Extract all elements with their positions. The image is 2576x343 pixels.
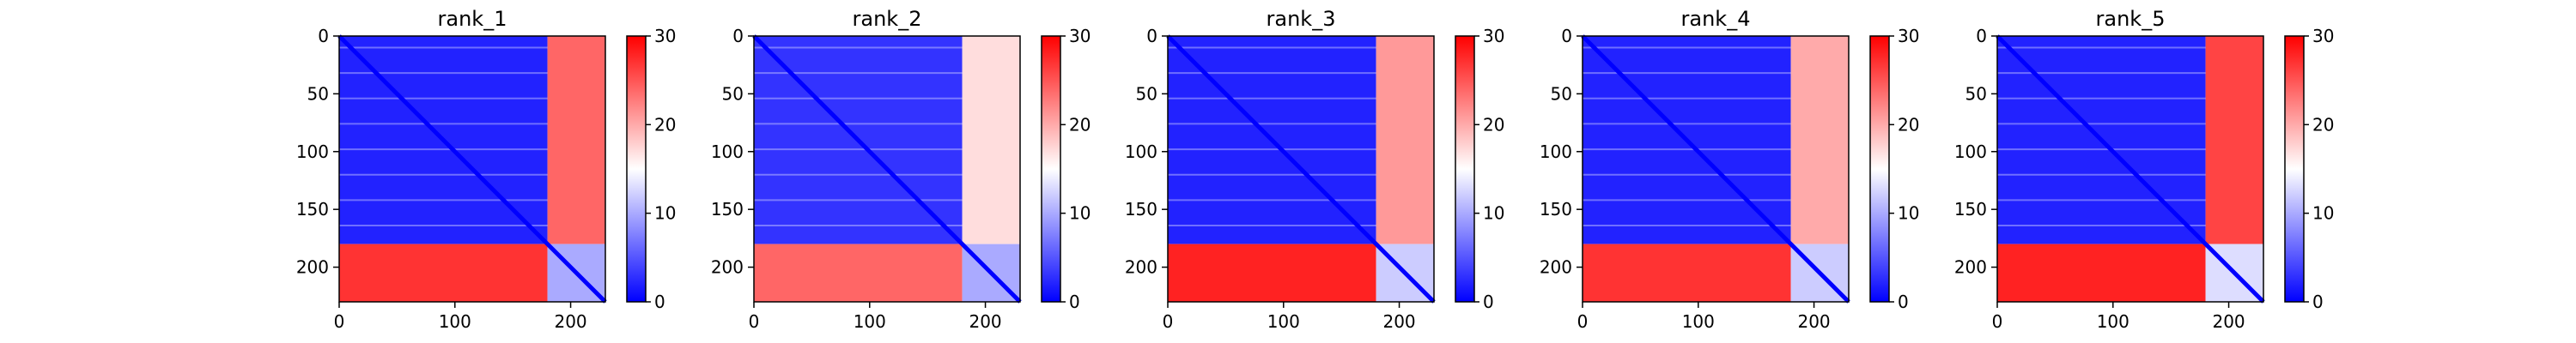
colorbar-tick-label: 0 — [1483, 292, 1494, 312]
x-tick-label: 100 — [1267, 311, 1300, 332]
colorbar-tick-label: 20 — [654, 114, 676, 135]
colorbar-tick-label: 0 — [2312, 292, 2324, 312]
colorbar — [1869, 35, 1890, 303]
y-tick-label: 150 — [711, 199, 744, 220]
heatmap-diagonal — [337, 34, 607, 304]
colorbar-tick-label: 10 — [2312, 203, 2334, 224]
colorbar-tick-label: 20 — [1069, 114, 1091, 135]
x-tick-label: 0 — [749, 311, 760, 332]
heatmap-block-2 — [2205, 36, 2263, 244]
heatmap-panel-2: rank_2 0 100 200 0 50 100 150 200 0 10 20 30 — [711, 7, 1091, 332]
heatmap-block-2 — [1376, 36, 1434, 244]
colorbar-tick-label: 20 — [1898, 114, 1919, 135]
y-tick-label: 200 — [1954, 257, 1987, 278]
plot-frame — [1996, 35, 2264, 303]
plot-frame — [1167, 35, 1435, 303]
x-tick-label: 200 — [554, 311, 586, 332]
heatmap-block-3 — [1583, 244, 1791, 302]
heatmap-panel-5: rank_5 0 100 200 0 50 100 150 200 0 10 20 30 — [1954, 7, 2335, 332]
y-tick-label: 200 — [1125, 257, 1157, 278]
heatmap-diagonal — [1996, 34, 2265, 304]
plot-frame — [338, 35, 606, 303]
heatmap-block-3 — [1168, 244, 1376, 302]
colorbar — [2284, 35, 2305, 303]
y-tick-label: 100 — [296, 141, 329, 162]
heatmap-panel-1: rank_1 0 100 200 0 50 100 150 200 0 10 20 30 — [296, 7, 677, 332]
heatmap-block-2 — [547, 36, 605, 244]
x-tick-label: 0 — [1992, 311, 2003, 332]
chart-title: rank_1 — [438, 7, 507, 31]
y-tick-label: 0 — [732, 26, 744, 46]
x-tick-label: 200 — [1382, 311, 1415, 332]
y-tick-label: 0 — [1146, 26, 1157, 46]
chart-title: rank_2 — [853, 7, 922, 31]
heatmap-block-2 — [962, 36, 1020, 244]
y-tick-label: 0 — [1561, 26, 1572, 46]
x-tick-label: 0 — [1577, 311, 1589, 332]
chart-title: rank_5 — [2096, 7, 2166, 31]
chart-title: rank_3 — [1267, 7, 1336, 31]
colorbar-tick-label: 10 — [1898, 203, 1919, 224]
x-tick-label: 100 — [439, 311, 471, 332]
colorbar-tick-label: 0 — [1898, 292, 1909, 312]
x-tick-label: 200 — [1797, 311, 1830, 332]
heatmap-block-3 — [754, 244, 963, 302]
x-tick-label: 0 — [334, 311, 345, 332]
colorbar — [1455, 35, 1475, 303]
y-tick-label: 50 — [1551, 83, 1572, 104]
x-tick-label: 100 — [854, 311, 886, 332]
plot-frame — [753, 35, 1021, 303]
colorbar-tick-label: 20 — [1483, 114, 1504, 135]
y-tick-label: 0 — [318, 26, 329, 46]
plot-frame — [1582, 35, 1850, 303]
heatmap-block-3 — [1997, 244, 2206, 302]
y-tick-label: 50 — [1136, 83, 1157, 104]
colorbar-tick-label: 30 — [2312, 26, 2334, 46]
colorbar-tick-label: 10 — [1069, 203, 1091, 224]
colorbar-tick-label: 10 — [654, 203, 676, 224]
heatmap-diagonal — [1166, 34, 1436, 304]
colorbar-tick-label: 0 — [654, 292, 665, 312]
y-tick-label: 150 — [1954, 199, 1987, 220]
heatmap-block-3 — [339, 244, 548, 302]
heatmap-diagonal — [1581, 34, 1850, 304]
colorbar-tick-label: 30 — [1898, 26, 1919, 46]
y-tick-label: 50 — [722, 83, 744, 104]
y-tick-label: 200 — [1540, 257, 1572, 278]
colorbar-tick-label: 30 — [1069, 26, 1091, 46]
y-tick-label: 100 — [1125, 141, 1157, 162]
colorbar-tick-label: 0 — [1069, 292, 1080, 312]
heatmap-block-2 — [1790, 36, 1849, 244]
x-tick-label: 200 — [2212, 311, 2245, 332]
x-tick-label: 200 — [969, 311, 1001, 332]
heatmap-diagonal — [752, 34, 1022, 304]
y-tick-label: 150 — [296, 199, 329, 220]
heatmap-panel-4: rank_4 0 100 200 0 50 100 150 200 0 10 20 30 — [1540, 7, 1920, 332]
y-tick-label: 50 — [307, 83, 329, 104]
colorbar-tick-label: 20 — [2312, 114, 2334, 135]
chart-title: rank_4 — [1681, 7, 1751, 31]
colorbar — [1041, 35, 1061, 303]
y-tick-label: 100 — [1954, 141, 1987, 162]
y-tick-label: 0 — [1976, 26, 1987, 46]
y-tick-label: 100 — [1540, 141, 1572, 162]
colorbar — [626, 35, 647, 303]
x-tick-label: 100 — [1682, 311, 1715, 332]
colorbar-tick-label: 30 — [654, 26, 676, 46]
y-tick-label: 200 — [711, 257, 744, 278]
y-tick-label: 100 — [711, 141, 744, 162]
y-tick-label: 200 — [296, 257, 329, 278]
y-tick-label: 50 — [1965, 83, 1987, 104]
x-tick-label: 0 — [1163, 311, 1174, 332]
colorbar-tick-label: 10 — [1483, 203, 1504, 224]
colorbar-tick-label: 30 — [1483, 26, 1504, 46]
y-tick-label: 150 — [1125, 199, 1157, 220]
y-tick-label: 150 — [1540, 199, 1572, 220]
x-tick-label: 100 — [2097, 311, 2129, 332]
heatmap-panel-3: rank_3 0 100 200 0 50 100 150 200 0 10 20 30 — [1125, 7, 1505, 332]
